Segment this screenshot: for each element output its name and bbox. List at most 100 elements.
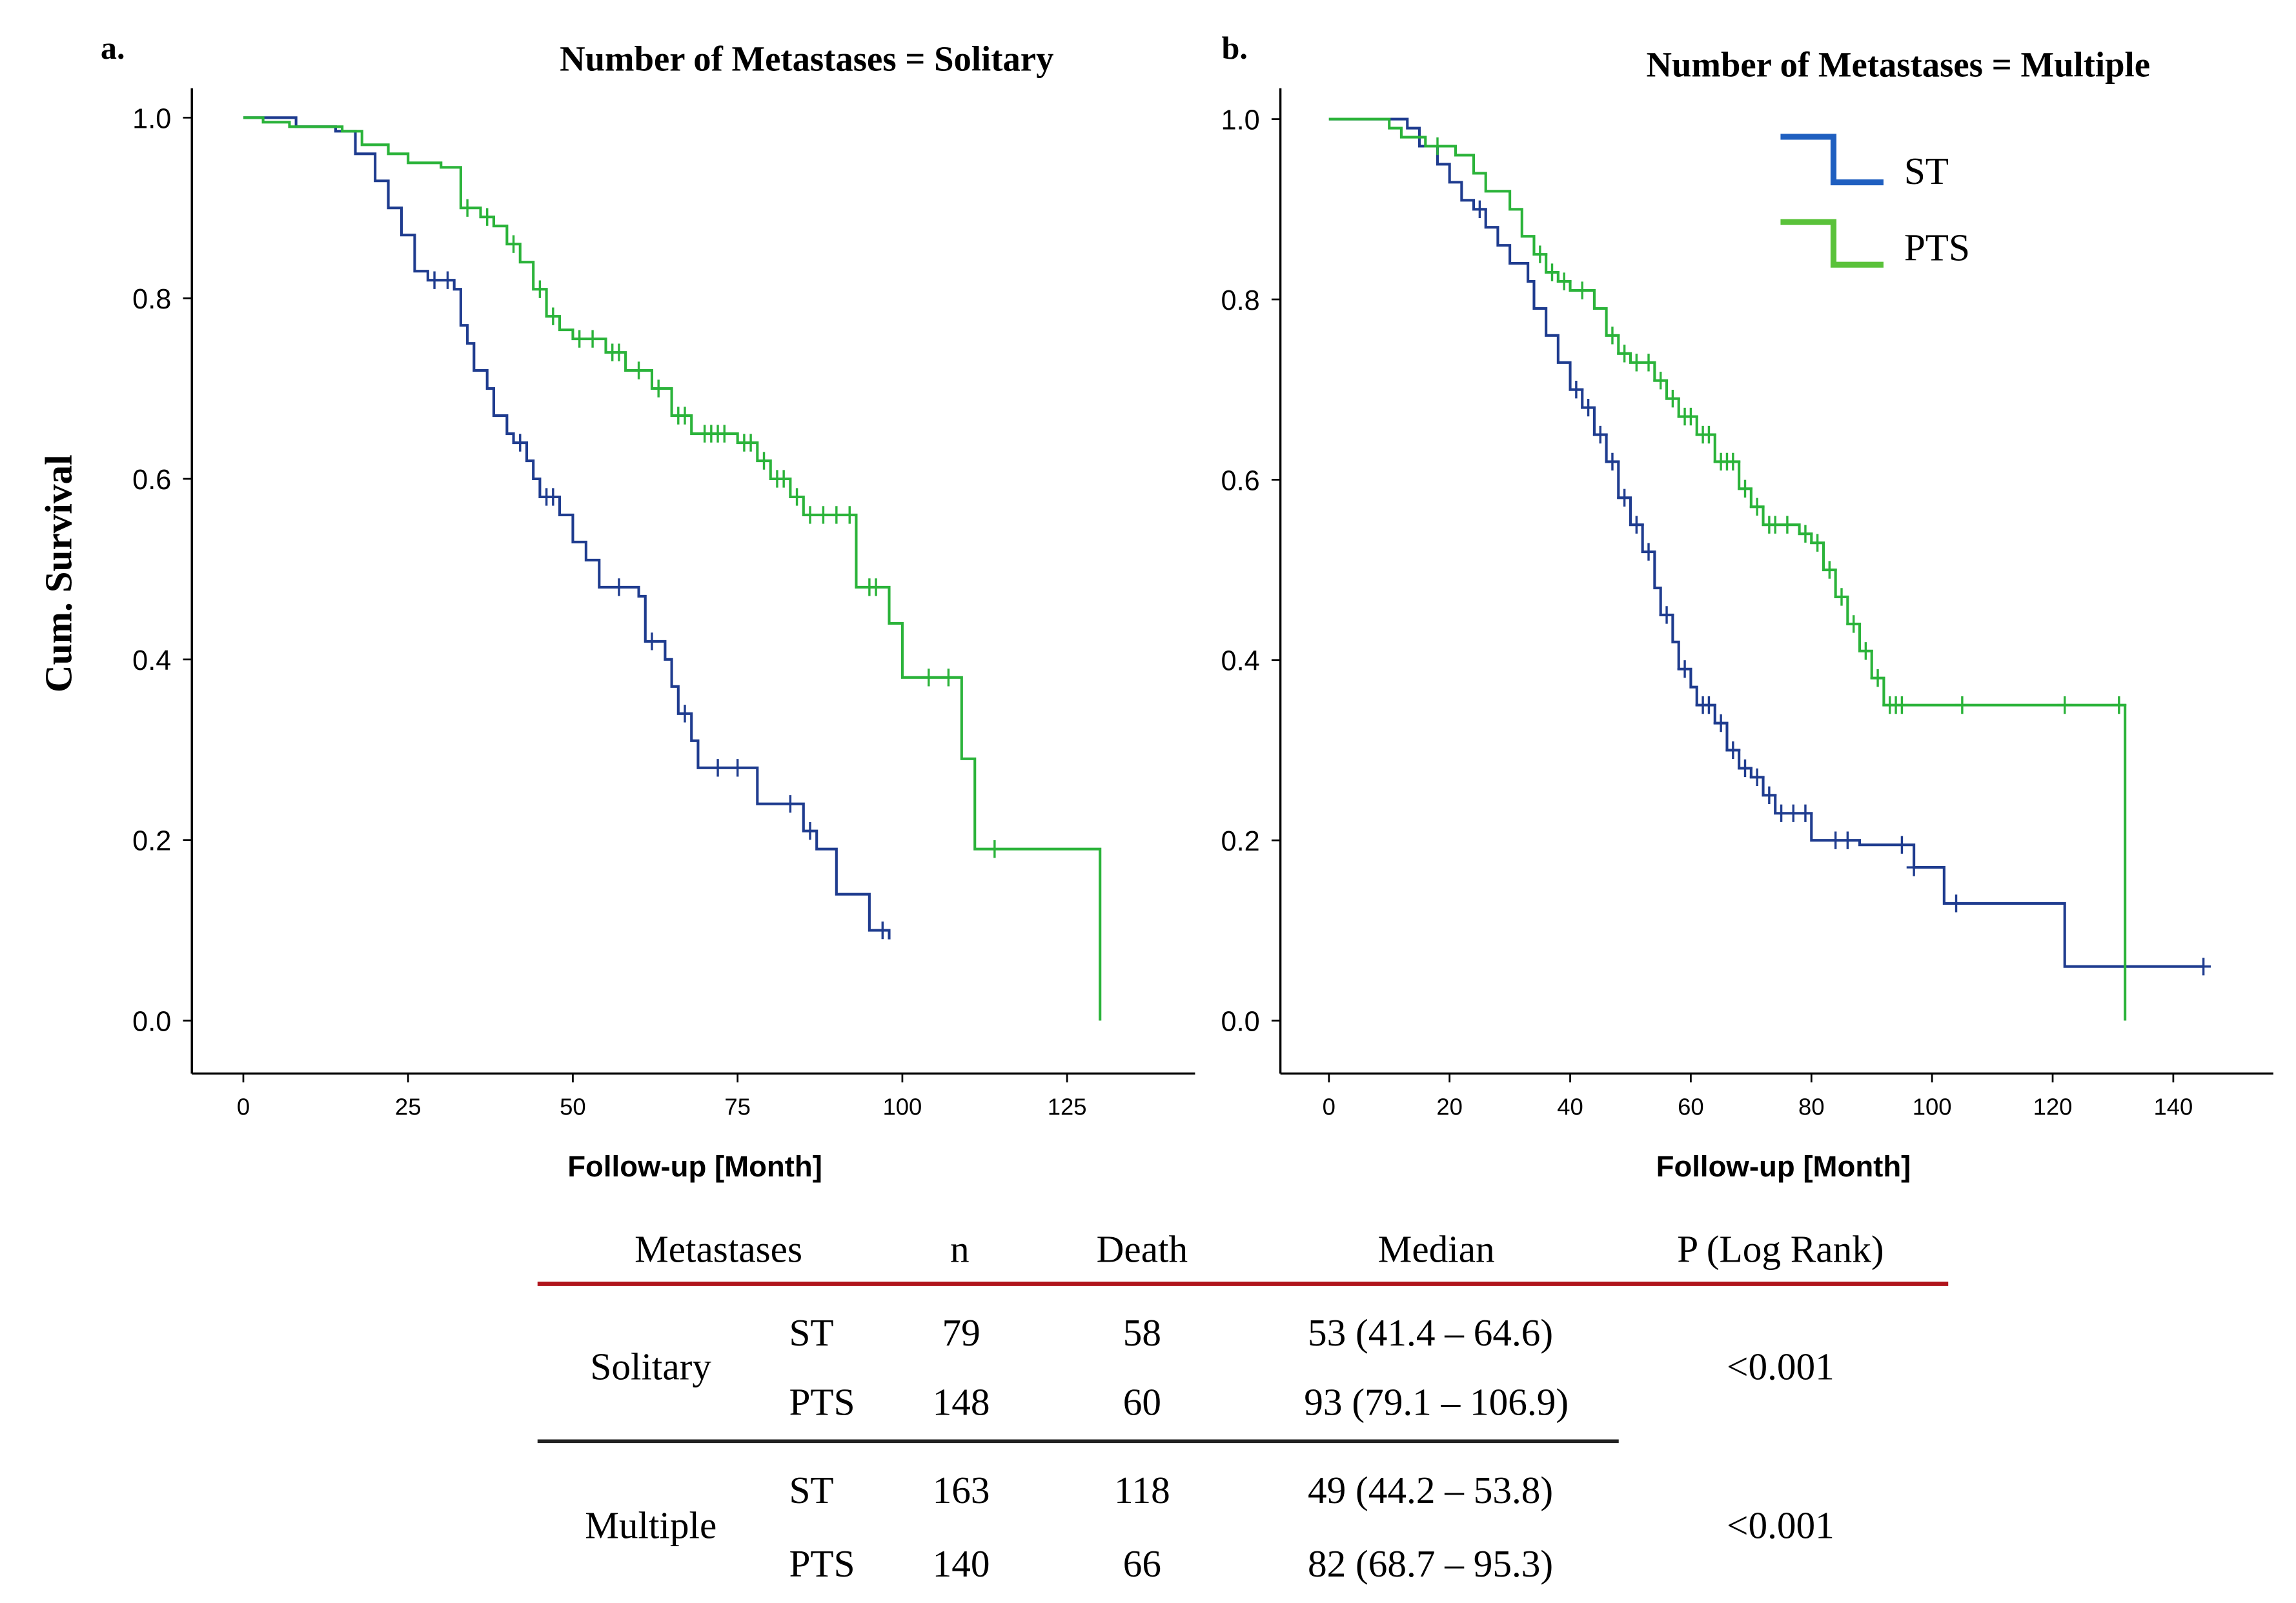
y-tick-label: 0.2	[132, 826, 171, 857]
censor-mark-pts	[802, 506, 818, 524]
censor-mark-pts	[572, 330, 587, 348]
censor-mark-pts	[1780, 516, 1795, 534]
censor-mark-st	[427, 271, 442, 289]
censor-mark-pts	[1725, 452, 1741, 471]
chart-title-a: Number of Metastases = Solitary	[560, 39, 1053, 78]
table-row: PTS 148 60 93 (79.1 – 106.9)	[789, 1380, 1569, 1423]
censor-mark-pts	[1430, 137, 1445, 156]
censor-mark-st	[1569, 381, 1584, 399]
y-tick-label: 0.4	[1221, 646, 1260, 677]
legend-label-pts: PTS	[1904, 226, 1970, 268]
censor-mark-pts	[842, 506, 857, 524]
censor-mark-st	[1949, 894, 1964, 912]
table-header-metastases: Metastases	[635, 1227, 802, 1270]
legend: ST PTS	[1780, 134, 1970, 268]
summary-table: Metastases n Death Median P (Log Rank) S…	[537, 1227, 1949, 1585]
censor-mark-st	[1895, 836, 1909, 854]
legend-swatch-pts	[1780, 219, 1884, 268]
censor-mark-pts	[1798, 525, 1813, 543]
cell-median: 49 (44.2 – 53.8)	[1308, 1469, 1553, 1511]
censor-mark-pts	[940, 669, 956, 687]
cell-n: 148	[933, 1380, 990, 1423]
censor-mark-pts	[716, 425, 732, 443]
table-row: ST 163 118 49 (44.2 – 53.8)	[789, 1469, 1553, 1511]
panel-b: b. Number of Metastases = Multiple 0.00.…	[1221, 30, 2273, 1183]
censor-mark-pts	[2111, 696, 2127, 714]
censor-mark-pts	[1545, 263, 1559, 281]
censor-mark-pts	[533, 280, 547, 298]
censor-mark-pts	[545, 307, 561, 325]
table-header-n: n	[950, 1227, 970, 1270]
cell-n: 140	[933, 1542, 990, 1585]
x-tick-label: 25	[395, 1093, 422, 1120]
censor-mark-pts	[1738, 479, 1752, 498]
y-tick-label: 0.2	[1221, 826, 1260, 857]
censor-mark-pts	[921, 669, 937, 687]
y-tick-label: 1.0	[132, 103, 171, 134]
censor-mark-pts	[1556, 272, 1572, 290]
censor-mark-st	[440, 271, 455, 289]
censor-mark-pts	[1846, 615, 1862, 633]
panel-a: a. Number of Metastases = Solitary 0.00.…	[101, 30, 1195, 1183]
censor-mark-st	[1798, 804, 1813, 822]
y-tick-label: 0.8	[132, 284, 171, 315]
survival-curve-st	[1328, 117, 2204, 968]
censor-mark-st	[1725, 741, 1741, 760]
censor-mark-st	[1749, 768, 1765, 787]
plot-area-b: 0.0 0.2 0.4 0.6 0.8 1.0 0 20 40 60 80 100 120 140	[1221, 88, 2273, 1120]
censor-mark-pts	[677, 407, 693, 425]
survival-curve-st	[243, 116, 891, 940]
y-tick-label: 1.0	[1221, 105, 1260, 136]
censor-mark-pts	[460, 199, 475, 217]
survival-curve-pts	[1328, 117, 2127, 1021]
censor-mark-pts	[651, 379, 666, 398]
x-tick-label: 0	[237, 1093, 250, 1120]
table-header-median: Median	[1378, 1227, 1495, 1270]
panel-label-b: b.	[1221, 30, 1247, 66]
censor-mark-pts	[1955, 696, 1970, 714]
x-axis-label-b: Follow-up [Month]	[1656, 1150, 1911, 1183]
censor-mark-st	[611, 578, 627, 596]
censor-mark-st	[802, 822, 818, 840]
x-tick-label: 80	[1798, 1093, 1825, 1120]
censor-mark-st	[1592, 425, 1608, 444]
group-label-solitary: Solitary	[590, 1346, 711, 1388]
p-value-multiple: <0.001	[1727, 1504, 1834, 1547]
cell-death: 60	[1123, 1380, 1161, 1423]
censor-mark-pts	[1532, 245, 1548, 263]
censor-mark-st	[710, 759, 726, 777]
survival-curve-pts	[243, 116, 1102, 1021]
p-value-solitary: <0.001	[1727, 1346, 1834, 1388]
cell-arm: ST	[789, 1311, 833, 1354]
y-tick-label: 0.6	[132, 465, 171, 496]
y-tick-label: 0.6	[1221, 465, 1260, 496]
censor-mark-st	[730, 759, 746, 777]
censor-mark-pts	[789, 488, 804, 506]
x-tick-label: 100	[883, 1093, 922, 1120]
x-tick-label: 140	[2153, 1093, 2193, 1120]
x-tick-label: 60	[1678, 1093, 1704, 1120]
censor-mark-pts	[829, 506, 844, 524]
table-header-p: P (Log Rank)	[1677, 1227, 1884, 1270]
censor-mark-pts	[1858, 642, 1873, 660]
censor-mark-st	[1617, 489, 1632, 507]
table-row: ST 79 58 53 (41.4 – 64.6)	[789, 1311, 1553, 1354]
censor-mark-st	[1702, 696, 1716, 714]
censor-mark-pts	[1834, 588, 1849, 606]
censor-mark-pts	[1810, 534, 1825, 552]
y-tick-label: 0.4	[132, 645, 171, 676]
censor-mark-pts	[1702, 425, 1716, 444]
group-label-multiple: Multiple	[585, 1504, 716, 1547]
censor-mark-st	[1659, 606, 1674, 624]
x-tick-label: 0	[1323, 1093, 1336, 1120]
censor-mark-st	[782, 795, 798, 813]
censor-mark-st	[2196, 958, 2211, 976]
censor-mark-pts	[868, 578, 884, 596]
cell-death: 58	[1123, 1311, 1161, 1354]
x-tick-label: 75	[724, 1093, 751, 1120]
censor-mark-pts	[1822, 561, 1837, 579]
censor-mark-pts	[1617, 345, 1632, 363]
cell-n: 79	[942, 1311, 980, 1354]
censor-mark-pts	[1749, 498, 1765, 516]
